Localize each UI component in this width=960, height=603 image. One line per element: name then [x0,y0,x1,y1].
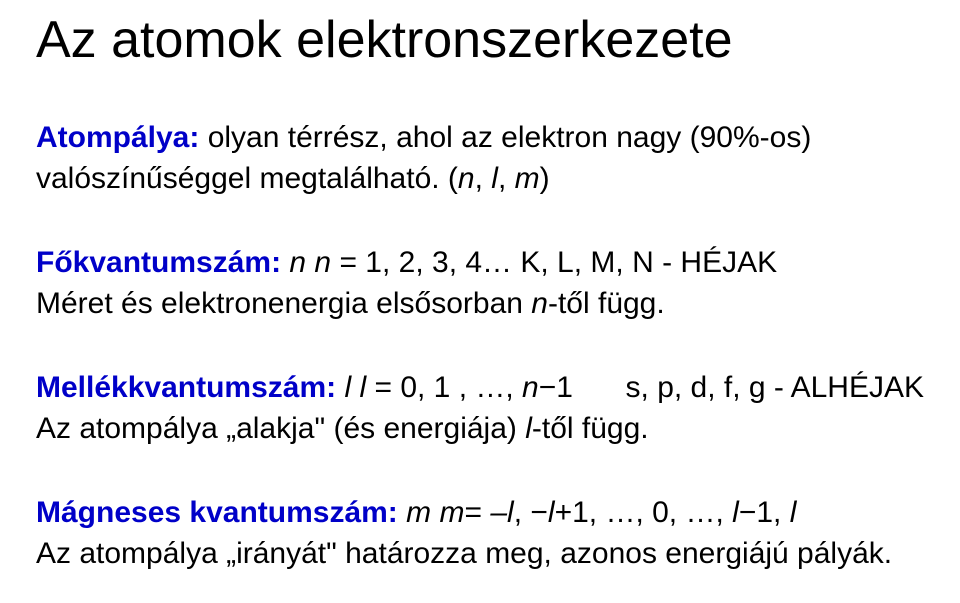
magneses-la: l [507,496,514,529]
magneses-m2: m [439,496,464,529]
fokvantum-line2b: -től függ. [548,287,665,320]
nlm-sep2: , [498,162,515,195]
mellek-line2a: Az atompálya „alakja" (és energiája) [36,412,525,445]
magneses-mid3: −1, [739,496,790,529]
magneses-eq1: = [464,496,490,529]
magneses-neg: – [490,496,507,529]
magneses-m1: m [406,496,431,529]
mellek-eq1: = 0, 1 , …, [374,371,522,404]
magneses-lb: l [548,496,555,529]
magneses-paragraph: Mágneses kvantumszám: m m= –l, −l+1, …, … [36,493,924,574]
nlm-sep1: , [475,162,492,195]
magneses-ld: l [790,496,797,529]
fokvantum-paragraph: Főkvantumszám: n n = 1, 2, 3, 4… K, L, M… [36,243,924,324]
fokvantum-n1: n [289,246,306,279]
mellek-n: n [522,371,539,404]
fokvantum-eq: = 1, 2, 3, 4… K, L, M, N - HÉJAK [331,246,777,279]
mellek-line2b: -től függ. [532,412,649,445]
magneses-line2: Az atompálya „irányát" határozza meg, az… [36,537,892,570]
nlm-close: ) [540,162,550,195]
mellek-paragraph: Mellékkvantumszám: l l = 0, 1 , …, n−1 s… [36,368,924,449]
atompalya-paragraph: Atompálya: olyan térrész, ahol az elektr… [36,118,924,199]
fokvantum-line2a: Méret és elektronenergia elsősorban [36,287,531,320]
magneses-label: Mágneses kvantumszám: [36,496,406,529]
mellek-right: s, p, d, f, g - ALHÉJAK [626,368,924,409]
mellek-row: Mellékkvantumszám: l l = 0, 1 , …, n−1 s… [36,368,924,409]
nlm-l: l [491,162,498,195]
nlm-n: n [458,162,475,195]
slide: Az atomok elektronszerkezete Atompálya: … [0,0,960,603]
magneses-mid1: , − [514,496,548,529]
fokvantum-label: Főkvantumszám: [36,246,289,279]
magneses-mid2: +1, …, 0, …, [555,496,733,529]
mellek-left: Mellékkvantumszám: l l = 0, 1 , …, n−1 [36,368,573,409]
fokvantum-n2: n [314,246,331,279]
mellek-eq2: −1 [539,371,573,404]
magneses-lc: l [732,496,739,529]
nlm-m: m [515,162,540,195]
mellek-line2: Az atompálya „alakja" (és energiája) l-t… [36,409,924,450]
fokvantum-line2n: n [531,287,548,320]
atompalya-label: Atompálya: [36,121,199,154]
mellek-label: Mellékkvantumszám: [36,371,344,404]
mellek-l2: l [359,371,374,404]
slide-title: Az atomok elektronszerkezete [36,10,924,70]
mellek-line2l: l [525,412,532,445]
